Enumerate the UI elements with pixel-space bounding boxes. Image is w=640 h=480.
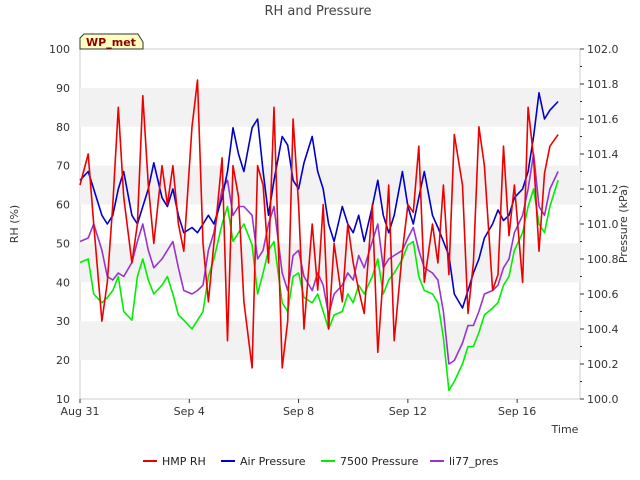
- y2-tick-label: 101.0: [587, 218, 619, 231]
- y-axis-right: 100.0 100.2 100.4 100.6 100.8 101.0 101.2 101.4…: [580, 43, 619, 406]
- y-tick-label: 50: [56, 237, 70, 250]
- y2-axis-label: Pressure (kPa): [617, 185, 630, 263]
- y-axis-label: RH (%): [8, 205, 21, 243]
- plot-lines: [79, 79, 559, 392]
- legend-label: 7500 Pressure: [340, 455, 419, 468]
- y-axis-left: 10 20 30 40 50 60 70 80 90 100: [49, 43, 70, 406]
- y2-tick-label: 101.6: [587, 113, 619, 126]
- x-tick-label: Sep 4: [174, 405, 205, 418]
- legend: HMP RH Air Pressure 7500 Pressure li77_pres: [143, 455, 499, 468]
- chart-title: RH and Pressure: [264, 4, 371, 19]
- badge-label: WP_met: [86, 36, 136, 49]
- y-tick-label: 60: [56, 199, 70, 212]
- grid-bands: [79, 48, 581, 400]
- series-line-hmp-rh: [79, 79, 559, 369]
- legend-label: HMP RH: [162, 455, 206, 468]
- wp-met-badge: WP_met: [79, 33, 144, 50]
- x-axis: Aug 31 Sep 4 Sep 8 Sep 12 Sep 16: [61, 399, 536, 418]
- series-line-li77-pres: [79, 153, 559, 365]
- series-line-7500-pressure: [79, 180, 559, 392]
- y2-tick-label: 100.2: [587, 358, 619, 371]
- x-tick-label: Sep 8: [283, 405, 314, 418]
- y2-tick-label: 102.0: [587, 43, 619, 56]
- y-tick-label: 80: [56, 121, 70, 134]
- series-line-air-pressure: [79, 92, 559, 309]
- y-tick-label: 100: [49, 43, 70, 56]
- x-tick-label: Aug 31: [61, 405, 100, 418]
- y-tick-label: 40: [56, 276, 70, 289]
- x-tick-label: Sep 12: [389, 405, 427, 418]
- y2-tick-label: 100.4: [587, 323, 619, 336]
- grid-band: [80, 243, 580, 283]
- legend-label: li77_pres: [449, 455, 499, 468]
- y-tick-label: 90: [56, 82, 70, 95]
- y-tick-label: 70: [56, 160, 70, 173]
- y2-tick-label: 100.0: [587, 393, 619, 406]
- y-tick-label: 30: [56, 315, 70, 328]
- y2-tick-label: 100.8: [587, 253, 619, 266]
- y-tick-label: 20: [56, 354, 70, 367]
- y2-tick-label: 101.4: [587, 148, 619, 161]
- y-tick-label: 10: [56, 393, 70, 406]
- y2-tick-label: 101.2: [587, 183, 619, 196]
- x-tick-label: Sep 16: [498, 405, 536, 418]
- grid-band: [80, 321, 580, 361]
- grid-band: [80, 87, 580, 127]
- y2-tick-label: 101.8: [587, 78, 619, 91]
- y2-tick-label: 100.6: [587, 288, 619, 301]
- legend-label: Air Pressure: [240, 455, 306, 468]
- x-axis-label: Time: [551, 423, 579, 436]
